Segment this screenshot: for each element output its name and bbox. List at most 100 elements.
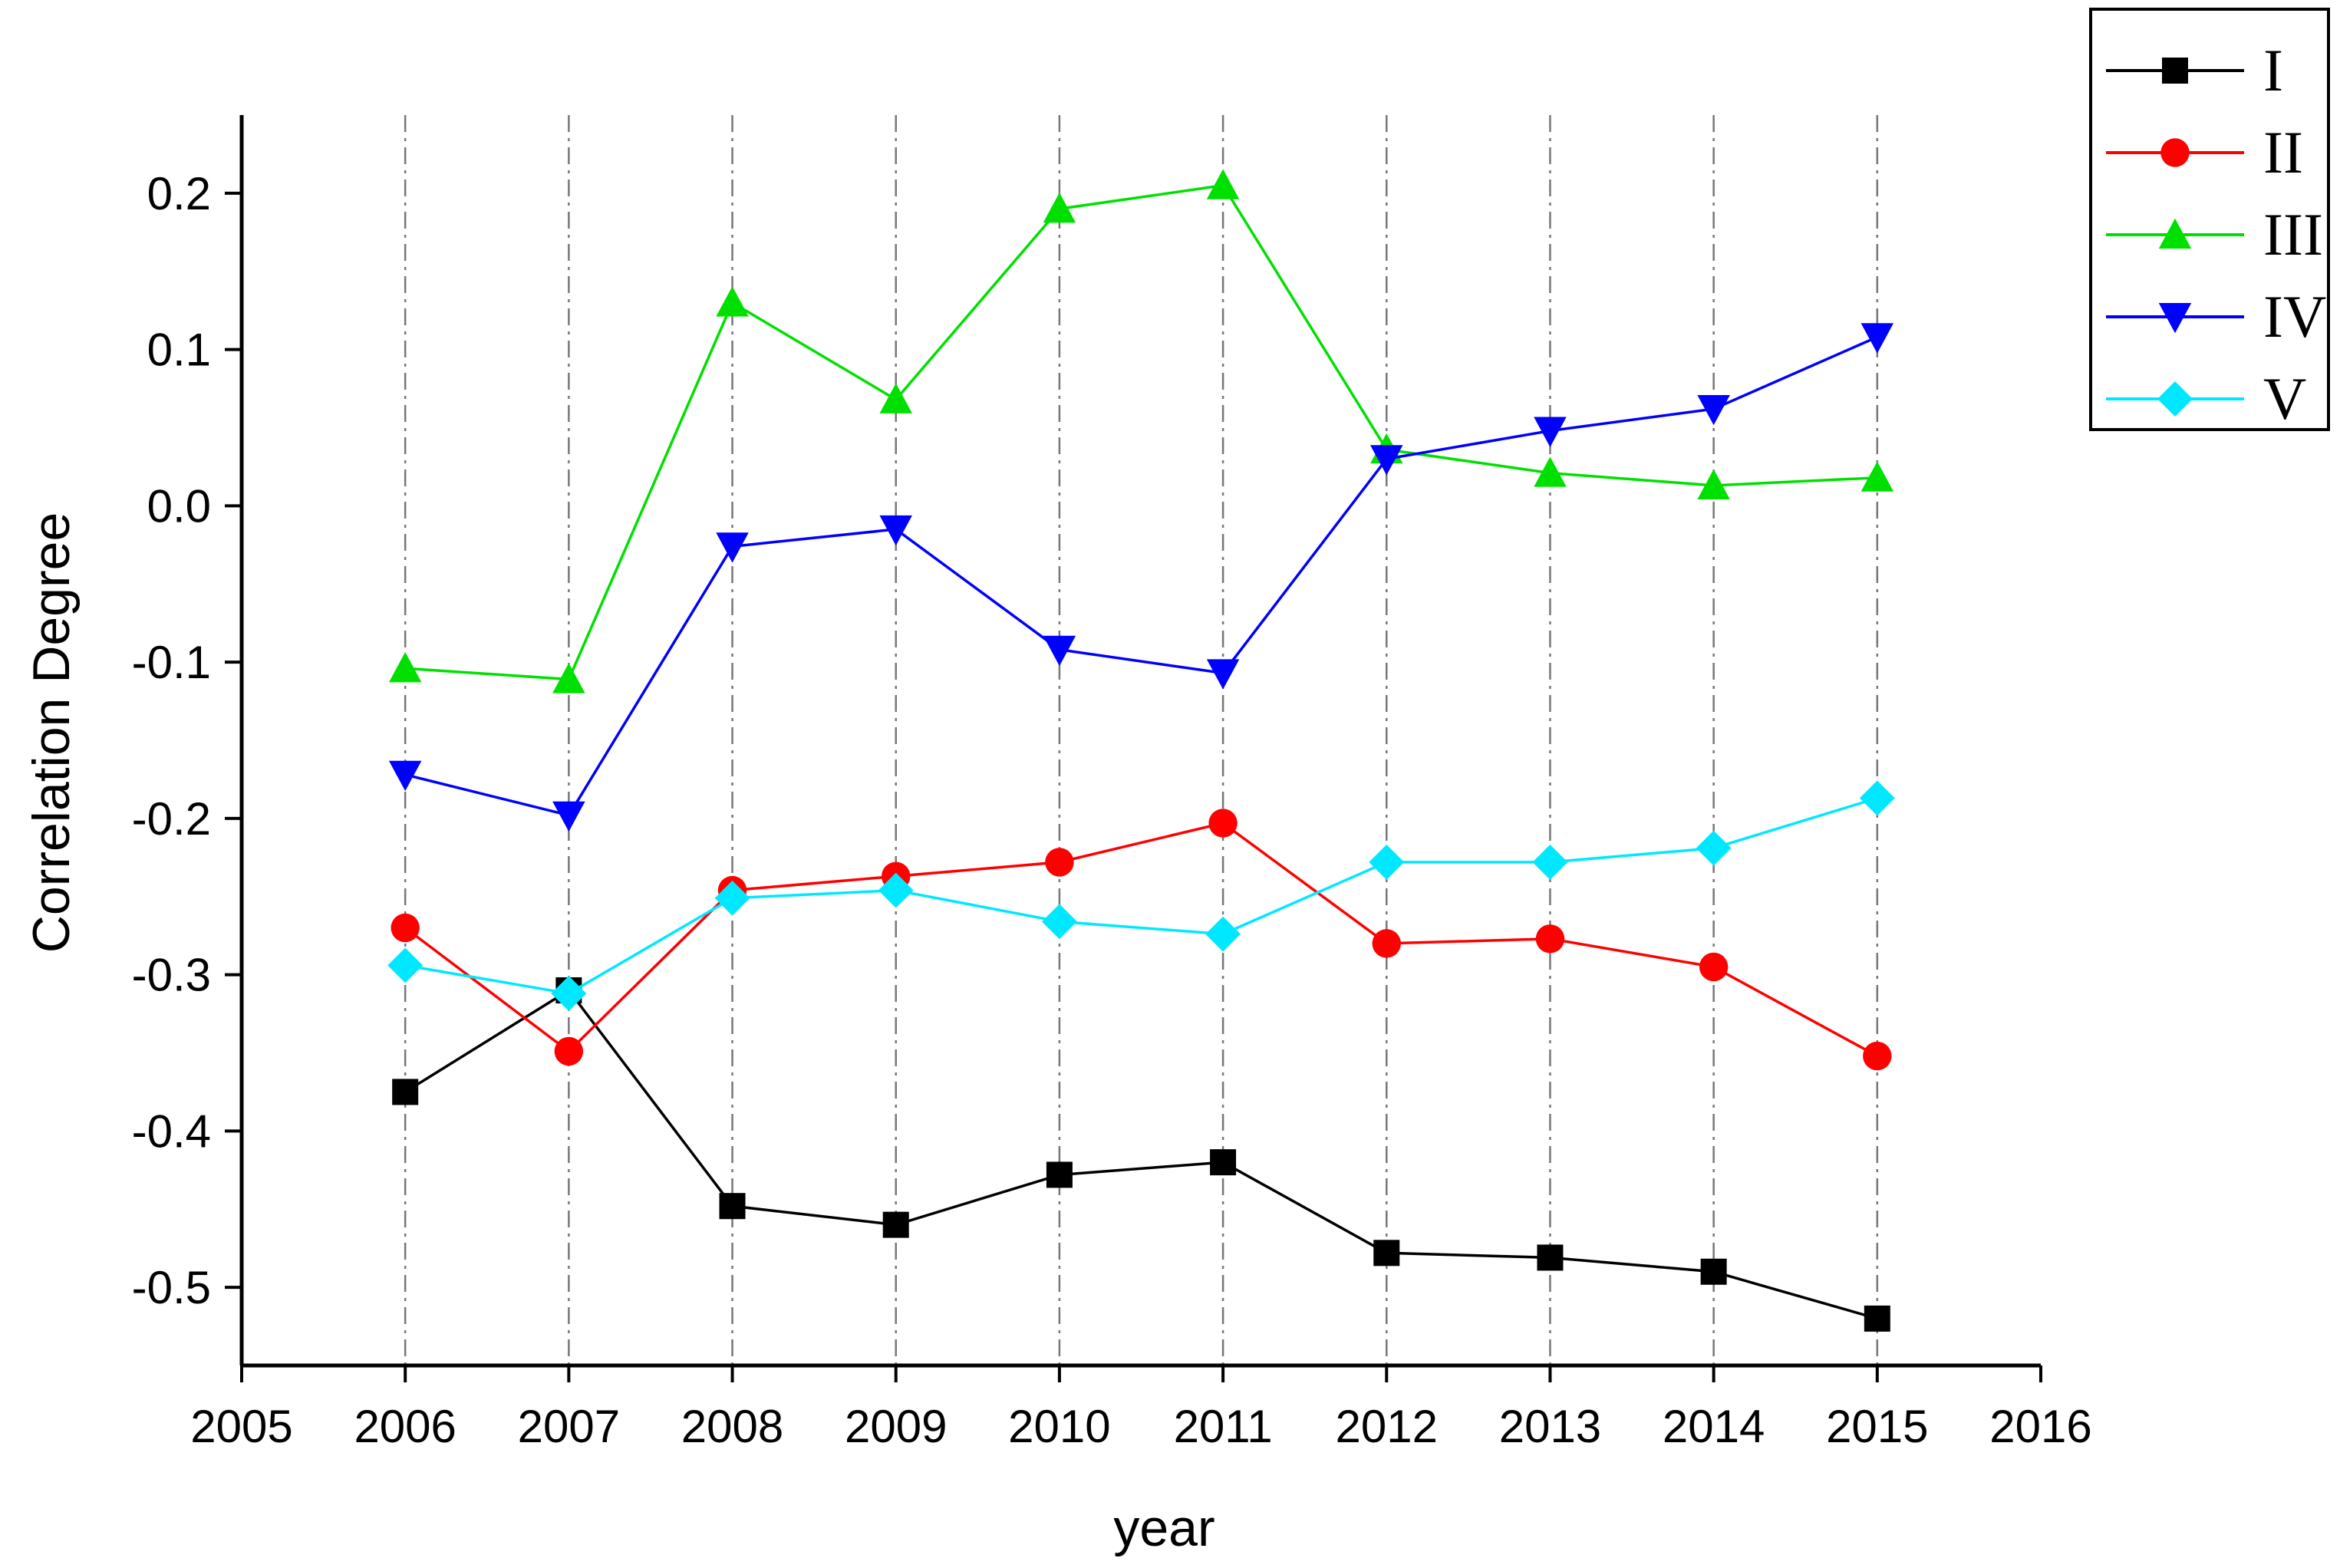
legend-marker-I [2162, 58, 2188, 84]
data-point-I-2008 [719, 1193, 746, 1220]
data-point-V-2006 [387, 947, 424, 983]
x-tick-label-2007: 2007 [518, 1401, 620, 1452]
data-point-III-2007 [552, 663, 585, 693]
legend-item-IV: IV [2106, 283, 2326, 350]
x-tick-label-2015: 2015 [1826, 1401, 1928, 1452]
data-point-V-2013 [1532, 844, 1568, 880]
data-point-IV-2015 [1860, 323, 1894, 354]
y-tick-label-0.2: 0.2 [147, 168, 211, 219]
data-point-I-2010 [1046, 1161, 1073, 1188]
data-point-IV-2009 [879, 515, 912, 546]
data-point-I-2014 [1700, 1258, 1727, 1285]
data-point-II-2010 [1045, 848, 1074, 877]
x-tick-label-2011: 2011 [1174, 1401, 1273, 1452]
legend-marker-V [2157, 381, 2193, 417]
legend-label: V [2263, 365, 2306, 432]
series-line-IV [404, 335, 1878, 817]
legend-item-III: III [2106, 201, 2323, 268]
legend-label: II [2263, 119, 2303, 186]
series-V [387, 780, 1895, 1012]
data-point-I-2006 [392, 1079, 419, 1105]
legend-marker-III [2158, 218, 2192, 249]
data-point-II-2013 [1535, 924, 1565, 954]
x-tick-label-2005: 2005 [190, 1401, 292, 1452]
x-tick-label-2006: 2006 [354, 1401, 456, 1452]
data-point-V-2011 [1205, 916, 1241, 952]
data-point-III-2011 [1206, 169, 1240, 199]
x-tick-label-2014: 2014 [1663, 1401, 1765, 1452]
series-lines [387, 169, 1895, 1332]
y-tick-label--0.4: -0.4 [132, 1105, 211, 1157]
x-tick-label-2012: 2012 [1336, 1401, 1438, 1452]
data-point-V-2012 [1369, 844, 1405, 880]
data-point-I-2009 [882, 1211, 909, 1238]
data-point-V-2010 [1041, 904, 1077, 940]
data-point-V-2007 [551, 976, 587, 1012]
series-line-III [405, 183, 1877, 681]
series-III [388, 169, 1894, 693]
legend-item-I: I [2106, 37, 2283, 104]
y-tick-label-0.1: 0.1 [147, 324, 211, 376]
data-point-IV-2007 [552, 801, 585, 832]
data-point-I-2015 [1864, 1305, 1890, 1332]
data-point-IV-2013 [1534, 417, 1567, 447]
data-point-I-2012 [1373, 1240, 1400, 1267]
y-axis-title: Correlation Degree [22, 512, 81, 954]
data-point-II-2015 [1863, 1041, 1892, 1071]
legend-item-II: II [2106, 119, 2303, 186]
data-point-III-2008 [716, 286, 749, 317]
series-line-II [404, 822, 1878, 1058]
data-point-II-2014 [1699, 952, 1729, 982]
axis-ticks: 2005 2006 2007 2008 2009 2010 2011 2012 2013 2014… [132, 168, 2092, 1452]
legend-label: I [2263, 37, 2283, 104]
x-axis-title: year [1113, 1499, 1214, 1557]
data-point-IV-2006 [388, 760, 422, 792]
data-point-IV-2011 [1206, 659, 1240, 690]
series-line-V [404, 796, 1878, 995]
grid-lines [404, 115, 1879, 1365]
data-point-II-2012 [1372, 929, 1401, 958]
axes [239, 115, 2041, 1368]
x-tick-label-2008: 2008 [681, 1401, 783, 1452]
data-point-III-2014 [1697, 469, 1730, 499]
x-tick-label-2009: 2009 [845, 1401, 947, 1452]
data-point-III-2010 [1043, 193, 1076, 223]
data-point-II-2011 [1208, 809, 1238, 838]
y-tick-label-0.0: 0.0 [147, 480, 211, 532]
data-point-III-2013 [1534, 456, 1567, 487]
legend-marker-II [2160, 138, 2190, 167]
series-I [392, 977, 1890, 1332]
x-tick-label-2013: 2013 [1499, 1401, 1601, 1452]
data-point-V-2015 [1859, 780, 1895, 816]
y-tick-label--0.1: -0.1 [132, 637, 211, 688]
data-point-III-2006 [388, 652, 422, 683]
data-point-IV-2012 [1370, 445, 1403, 476]
legend-label: IV [2263, 283, 2326, 350]
data-point-V-2008 [714, 880, 750, 916]
data-point-III-2015 [1860, 461, 1894, 492]
data-point-III-2009 [879, 383, 912, 413]
data-point-V-2009 [878, 872, 914, 908]
data-point-I-2013 [1537, 1244, 1564, 1271]
legend-marker-IV [2158, 302, 2192, 334]
data-point-V-2014 [1696, 830, 1732, 866]
series-II [391, 809, 1892, 1071]
x-tick-label-2010: 2010 [1008, 1401, 1110, 1452]
data-point-IV-2008 [716, 532, 749, 563]
y-tick-label--0.3: -0.3 [132, 950, 211, 1001]
series-line-I [404, 988, 1878, 1320]
y-tick-label--0.2: -0.2 [132, 793, 211, 845]
legend-item-V: V [2106, 365, 2306, 432]
legend-label: III [2263, 201, 2323, 268]
y-tick-label--0.5: -0.5 [132, 1262, 211, 1313]
legend-box [2089, 8, 2330, 431]
data-point-I-2011 [1210, 1149, 1237, 1176]
data-point-II-2007 [554, 1036, 584, 1066]
data-point-IV-2010 [1043, 635, 1076, 667]
x-tick-label-2016: 2016 [1989, 1401, 2091, 1452]
data-point-IV-2014 [1697, 394, 1730, 426]
data-point-II-2006 [391, 913, 420, 943]
series-IV [388, 323, 1894, 832]
